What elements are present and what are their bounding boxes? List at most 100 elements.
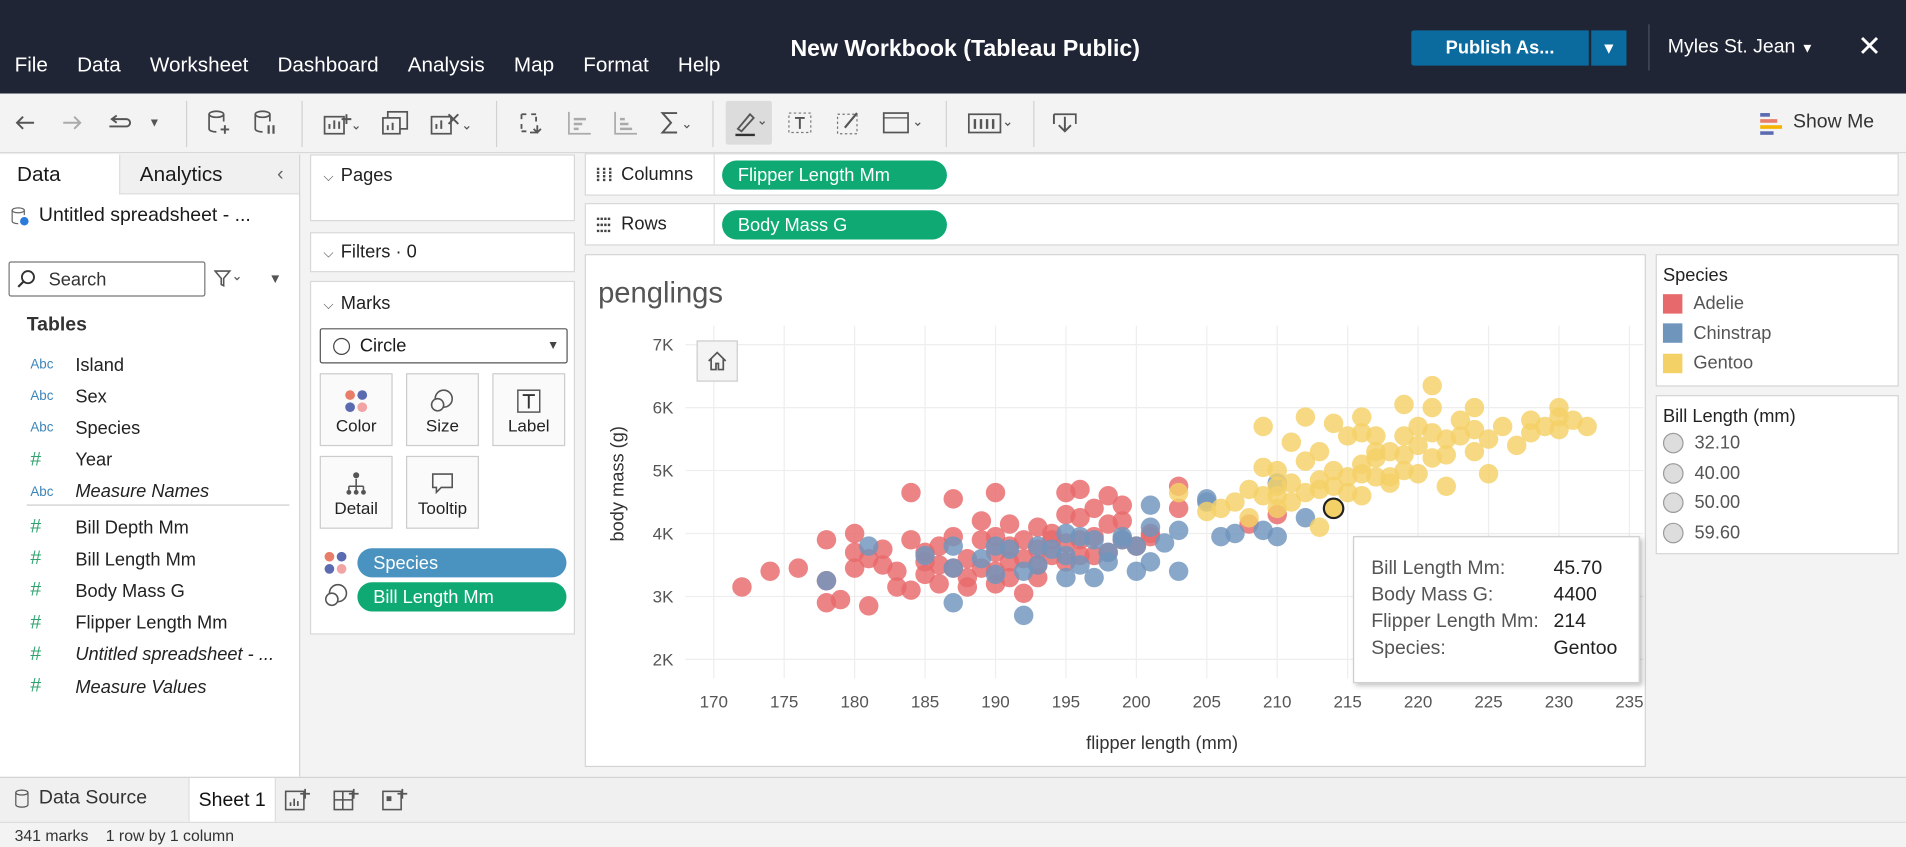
- data-point-gentoo[interactable]: [1549, 419, 1569, 440]
- data-point-adelie[interactable]: [844, 558, 865, 578]
- data-point-adelie[interactable]: [816, 530, 837, 550]
- data-point-adelie[interactable]: [901, 530, 921, 550]
- field-item[interactable]: Abc Sex: [0, 382, 292, 411]
- legend-item-adelie[interactable]: Adelie: [1662, 293, 1744, 314]
- chevron-down-icon[interactable]: ▼: [148, 116, 161, 130]
- data-point-gentoo[interactable]: [1295, 407, 1316, 427]
- menu-dashboard[interactable]: Dashboard: [277, 53, 379, 77]
- view-canvas[interactable]: 170 175 180 185 190 195 200 205 210 215 220 225 230 2…: [584, 254, 1646, 768]
- data-point-gentoo[interactable]: [1253, 416, 1273, 437]
- tab-data[interactable]: Data: [0, 154, 120, 195]
- data-point-chinstrap[interactable]: [943, 536, 963, 556]
- size-legend-item[interactable]: 40.00: [1662, 462, 1740, 484]
- undo-icon[interactable]: [10, 108, 39, 137]
- data-point-chinstrap[interactable]: [1056, 567, 1076, 588]
- tab-analytics[interactable]: Analytics: [119, 154, 300, 195]
- field-item[interactable]: Abc Measure Names: [0, 477, 292, 506]
- pause-updates-icon[interactable]: [250, 108, 279, 137]
- data-point-adelie[interactable]: [999, 514, 1020, 534]
- data-point-gentoo[interactable]: [1464, 419, 1485, 440]
- pages-card[interactable]: ⌵ Pages: [309, 154, 575, 222]
- data-point-chinstrap[interactable]: [1168, 561, 1189, 582]
- field-item[interactable]: Abc Island: [0, 350, 292, 379]
- data-point-gentoo[interactable]: [1492, 416, 1513, 437]
- show-me-button[interactable]: Show Me: [1759, 111, 1874, 135]
- columns-shelf[interactable]: Columns Flipper Length Mm: [584, 153, 1899, 196]
- field-item[interactable]: # Flipper Length Mm: [0, 609, 292, 638]
- data-point-gentoo[interactable]: [1309, 441, 1330, 462]
- field-item[interactable]: # Bill Depth Mm: [0, 513, 292, 542]
- data-point-gentoo[interactable]: [1352, 486, 1372, 506]
- new-worksheet-icon[interactable]: [321, 108, 360, 137]
- data-point-adelie[interactable]: [929, 574, 949, 594]
- data-point-gentoo[interactable]: [1352, 407, 1372, 427]
- data-point-chinstrap[interactable]: [971, 548, 992, 569]
- data-point-gentoo[interactable]: [1464, 441, 1485, 462]
- field-item[interactable]: # Year: [0, 446, 292, 475]
- menu-format[interactable]: Format: [583, 53, 649, 77]
- size-button[interactable]: Size: [406, 373, 479, 447]
- data-point-adelie[interactable]: [985, 482, 1006, 503]
- data-point-chinstrap[interactable]: [1140, 517, 1161, 537]
- data-point-chinstrap[interactable]: [1098, 542, 1118, 563]
- species-pill[interactable]: Species: [357, 548, 567, 578]
- data-point-gentoo[interactable]: [1394, 445, 1414, 465]
- menu-analysis[interactable]: Analysis: [407, 53, 485, 77]
- filter-icon[interactable]: [213, 269, 243, 292]
- data-point-chinstrap[interactable]: [1013, 605, 1034, 626]
- label-button[interactable]: Label: [492, 373, 566, 447]
- data-point-gentoo[interactable]: [1436, 476, 1457, 497]
- data-point-chinstrap[interactable]: [1112, 526, 1133, 547]
- field-item[interactable]: # Body Mass G: [0, 577, 292, 606]
- color-button[interactable]: Color: [319, 373, 393, 447]
- data-point-gentoo[interactable]: [1408, 435, 1428, 456]
- data-point-chinstrap[interactable]: [1295, 508, 1316, 528]
- data-point-gentoo[interactable]: [1366, 441, 1386, 462]
- size-legend-item[interactable]: 59.60: [1662, 522, 1740, 543]
- data-point-chinstrap[interactable]: [1267, 526, 1287, 547]
- data-point-gentoo[interactable]: [1394, 426, 1414, 446]
- field-item[interactable]: Abc Species: [0, 414, 292, 443]
- data-point-gentoo[interactable]: [1422, 375, 1442, 396]
- menu-worksheet[interactable]: Worksheet: [149, 53, 249, 77]
- data-point-adelie[interactable]: [915, 564, 935, 585]
- data-point-gentoo[interactable]: [1422, 397, 1442, 418]
- fit-icon[interactable]: [880, 108, 926, 137]
- redo-icon[interactable]: [58, 108, 87, 137]
- legend-item-gentoo[interactable]: Gentoo: [1662, 353, 1753, 373]
- presentation-mode-icon[interactable]: [965, 108, 1016, 137]
- field-item[interactable]: # Bill Length Mm: [0, 545, 292, 574]
- data-point-gentoo[interactable]: [1464, 397, 1485, 418]
- data-point-gentoo[interactable]: [1408, 463, 1428, 484]
- data-point-adelie[interactable]: [1070, 508, 1090, 528]
- sheet-tab[interactable]: Sheet 1: [188, 777, 276, 823]
- rows-shelf[interactable]: Rows Body Mass G: [584, 203, 1899, 246]
- data-point-adelie[interactable]: [901, 580, 921, 600]
- data-point-chinstrap[interactable]: [1126, 561, 1147, 582]
- data-point-adelie[interactable]: [887, 561, 907, 582]
- data-point-chinstrap[interactable]: [1140, 552, 1161, 572]
- data-point-adelie[interactable]: [1070, 479, 1090, 500]
- search-input[interactable]: Search: [8, 261, 206, 297]
- data-point-adelie[interactable]: [943, 489, 963, 509]
- menu-help[interactable]: Help: [677, 53, 721, 77]
- data-point-adelie[interactable]: [1112, 495, 1133, 515]
- data-point-gentoo[interactable]: [1478, 429, 1499, 449]
- data-point-adelie[interactable]: [830, 589, 851, 610]
- data-point-chinstrap[interactable]: [1140, 495, 1161, 515]
- data-point-adelie[interactable]: [1112, 511, 1133, 531]
- caret-down-icon[interactable]: ▼: [268, 272, 282, 287]
- data-point-chinstrap[interactable]: [1126, 536, 1147, 556]
- data-point-chinstrap[interactable]: [1084, 567, 1104, 588]
- data-point-adelie[interactable]: [1084, 498, 1104, 519]
- data-point-gentoo[interactable]: [1394, 394, 1414, 415]
- bill-length-pill[interactable]: Bill Length Mm: [357, 582, 567, 612]
- totals-icon[interactable]: [656, 108, 695, 137]
- highlighted-data-point[interactable]: [1322, 497, 1345, 520]
- chevron-left-icon[interactable]: ‹: [277, 164, 284, 185]
- data-point-gentoo[interactable]: [1549, 397, 1569, 418]
- tooltip-button[interactable]: Tooltip: [406, 455, 479, 529]
- new-story-icon[interactable]: [382, 788, 409, 818]
- sort-descending-icon[interactable]: [610, 108, 639, 137]
- data-point-gentoo[interactable]: [1168, 482, 1189, 503]
